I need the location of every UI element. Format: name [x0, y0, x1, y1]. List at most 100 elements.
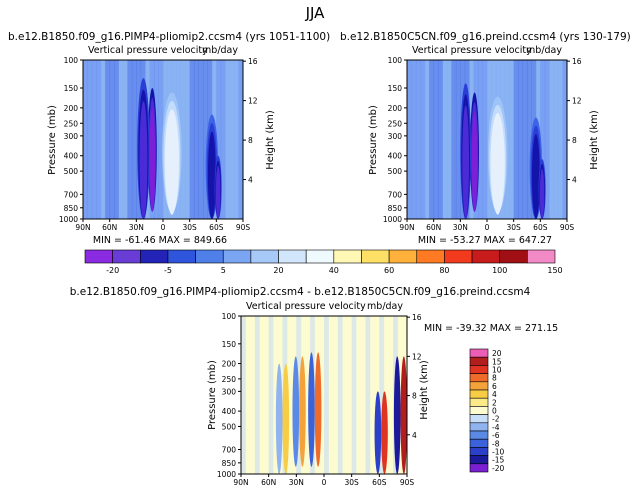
field-band: [544, 60, 550, 219]
field-band: [388, 316, 394, 474]
y-tick-label: 850: [388, 204, 403, 213]
field-band: [342, 316, 348, 474]
panel-1-axes: 90N 60N 30N 0 30S 60S 90S 100 150 200 250 300 400 500…: [59, 56, 258, 232]
field-band: [254, 316, 260, 474]
panel-1-subtitle: Vertical pressure velocity: [88, 45, 208, 56]
colorbar-swatch: [469, 389, 489, 399]
colorbar-label: 0: [492, 407, 497, 416]
colorbar-label: -20: [106, 266, 119, 275]
x-tick-label: 0: [485, 223, 490, 232]
field-band: [347, 316, 353, 474]
field-band: [549, 60, 555, 219]
panel-1-title: b.e12.B1850.f09_g16.PIMP4-pliomip2.ccsm4…: [8, 31, 330, 43]
field-band: [118, 60, 124, 219]
field-band: [91, 60, 97, 219]
colorbar-label: -20: [492, 464, 504, 473]
y-tick-label: 500: [64, 167, 79, 176]
y-tick-label: 700: [388, 190, 403, 199]
field-band: [234, 60, 239, 219]
field-band: [365, 316, 371, 474]
ascent-cell: [215, 166, 221, 219]
field-band: [180, 60, 186, 219]
field-band: [268, 316, 274, 474]
field-band: [158, 60, 164, 219]
y-right-tick-label: 12: [572, 97, 582, 106]
anomaly-negative: [292, 356, 300, 467]
ascent-cell: [471, 111, 478, 212]
y-tick-label: 200: [388, 104, 403, 113]
y-tick-label: 300: [222, 387, 237, 396]
field-band: [264, 316, 270, 474]
x-tick-label: 30S: [183, 223, 198, 232]
colorbar-label: 2: [492, 398, 497, 407]
x-tick-label: 0: [322, 478, 327, 487]
panel-3-title: b.e12.B1850.f09_g16.PIMP4-pliomip2.ccsm4…: [70, 286, 531, 298]
field-band: [451, 60, 457, 219]
colorbar-swatch: [167, 249, 196, 264]
colorbar-label: 6: [492, 382, 497, 391]
y-tick-label: 100: [64, 56, 79, 65]
colorbar-swatch: [416, 249, 445, 264]
panel-2-units: mb/day: [526, 45, 562, 56]
field-band: [96, 60, 102, 219]
panel-2-ylabel: Pressure (mb): [368, 105, 379, 175]
field-band: [482, 60, 488, 219]
x-tick-label: 30S: [345, 478, 360, 487]
field-band: [356, 316, 362, 474]
colorbar-swatch: [469, 430, 489, 440]
field-band: [324, 316, 330, 474]
field-band: [411, 60, 417, 219]
field-band: [189, 60, 195, 219]
x-tick-label: 60S: [372, 478, 387, 487]
panel-1-ylabel: Pressure (mb): [47, 105, 58, 175]
colorbar-label: 150: [547, 266, 562, 275]
x-tick-label: 30S: [507, 223, 522, 232]
anomaly-negative: [308, 352, 315, 467]
anomaly-negative: [393, 356, 401, 474]
field-band: [328, 316, 334, 474]
field-band: [442, 60, 448, 219]
y-right-tick-label: 8: [572, 136, 577, 145]
figure-title: JJA: [305, 4, 326, 22]
panel-1-plot-area: [83, 60, 244, 219]
field-band: [370, 316, 376, 474]
field-band: [250, 316, 256, 474]
y-tick-label: 850: [64, 204, 79, 213]
panel-3-ylabel-right: Height (km): [419, 360, 430, 420]
panel-3-units: mb/day: [367, 301, 403, 312]
field-band: [333, 316, 339, 474]
field-band: [114, 60, 119, 219]
field-band: [245, 316, 251, 474]
colorbar-swatch: [469, 406, 489, 415]
field-band: [123, 60, 128, 219]
field-band: [558, 60, 563, 219]
colorbar-swatch: [469, 455, 489, 465]
colorbar-swatch: [139, 249, 169, 264]
x-tick-label: 90S: [400, 478, 415, 487]
field-band: [433, 60, 439, 219]
field-band: [220, 60, 226, 219]
panel-3-subtitle: Vertical pressure velocity: [246, 301, 366, 312]
colorbar-swatch: [278, 249, 307, 264]
y-tick-label: 400: [388, 152, 403, 161]
ascent-cell: [139, 101, 148, 219]
panel-1: b.e12.B1850.f09_g16.PIMP4-pliomip2.ccsm4…: [8, 31, 330, 246]
y-tick-label: 250: [222, 375, 237, 384]
x-tick-label: 90N: [399, 223, 414, 232]
colorbar-swatch: [222, 249, 252, 264]
anomaly-negative: [374, 391, 382, 474]
field-band: [522, 60, 528, 219]
x-tick-label: 90S: [236, 223, 251, 232]
colorbar-label: 8: [492, 374, 497, 383]
x-tick-label: 30N: [453, 223, 468, 232]
y-right-tick-label: 4: [248, 176, 253, 185]
x-tick-label: 60S: [533, 223, 548, 232]
colorbar-swatch: [112, 249, 141, 264]
field-band: [424, 60, 430, 219]
colorbar-swatch: [499, 249, 528, 264]
colorbar-label: 40: [329, 266, 339, 275]
field-band: [83, 60, 88, 219]
panel-3: b.e12.B1850.f09_g16.PIMP4-pliomip2.ccsm4…: [70, 286, 558, 487]
ascent-cell: [539, 168, 545, 219]
panel-2-stats: MIN = -53.27 MAX = 647.27: [418, 235, 552, 246]
